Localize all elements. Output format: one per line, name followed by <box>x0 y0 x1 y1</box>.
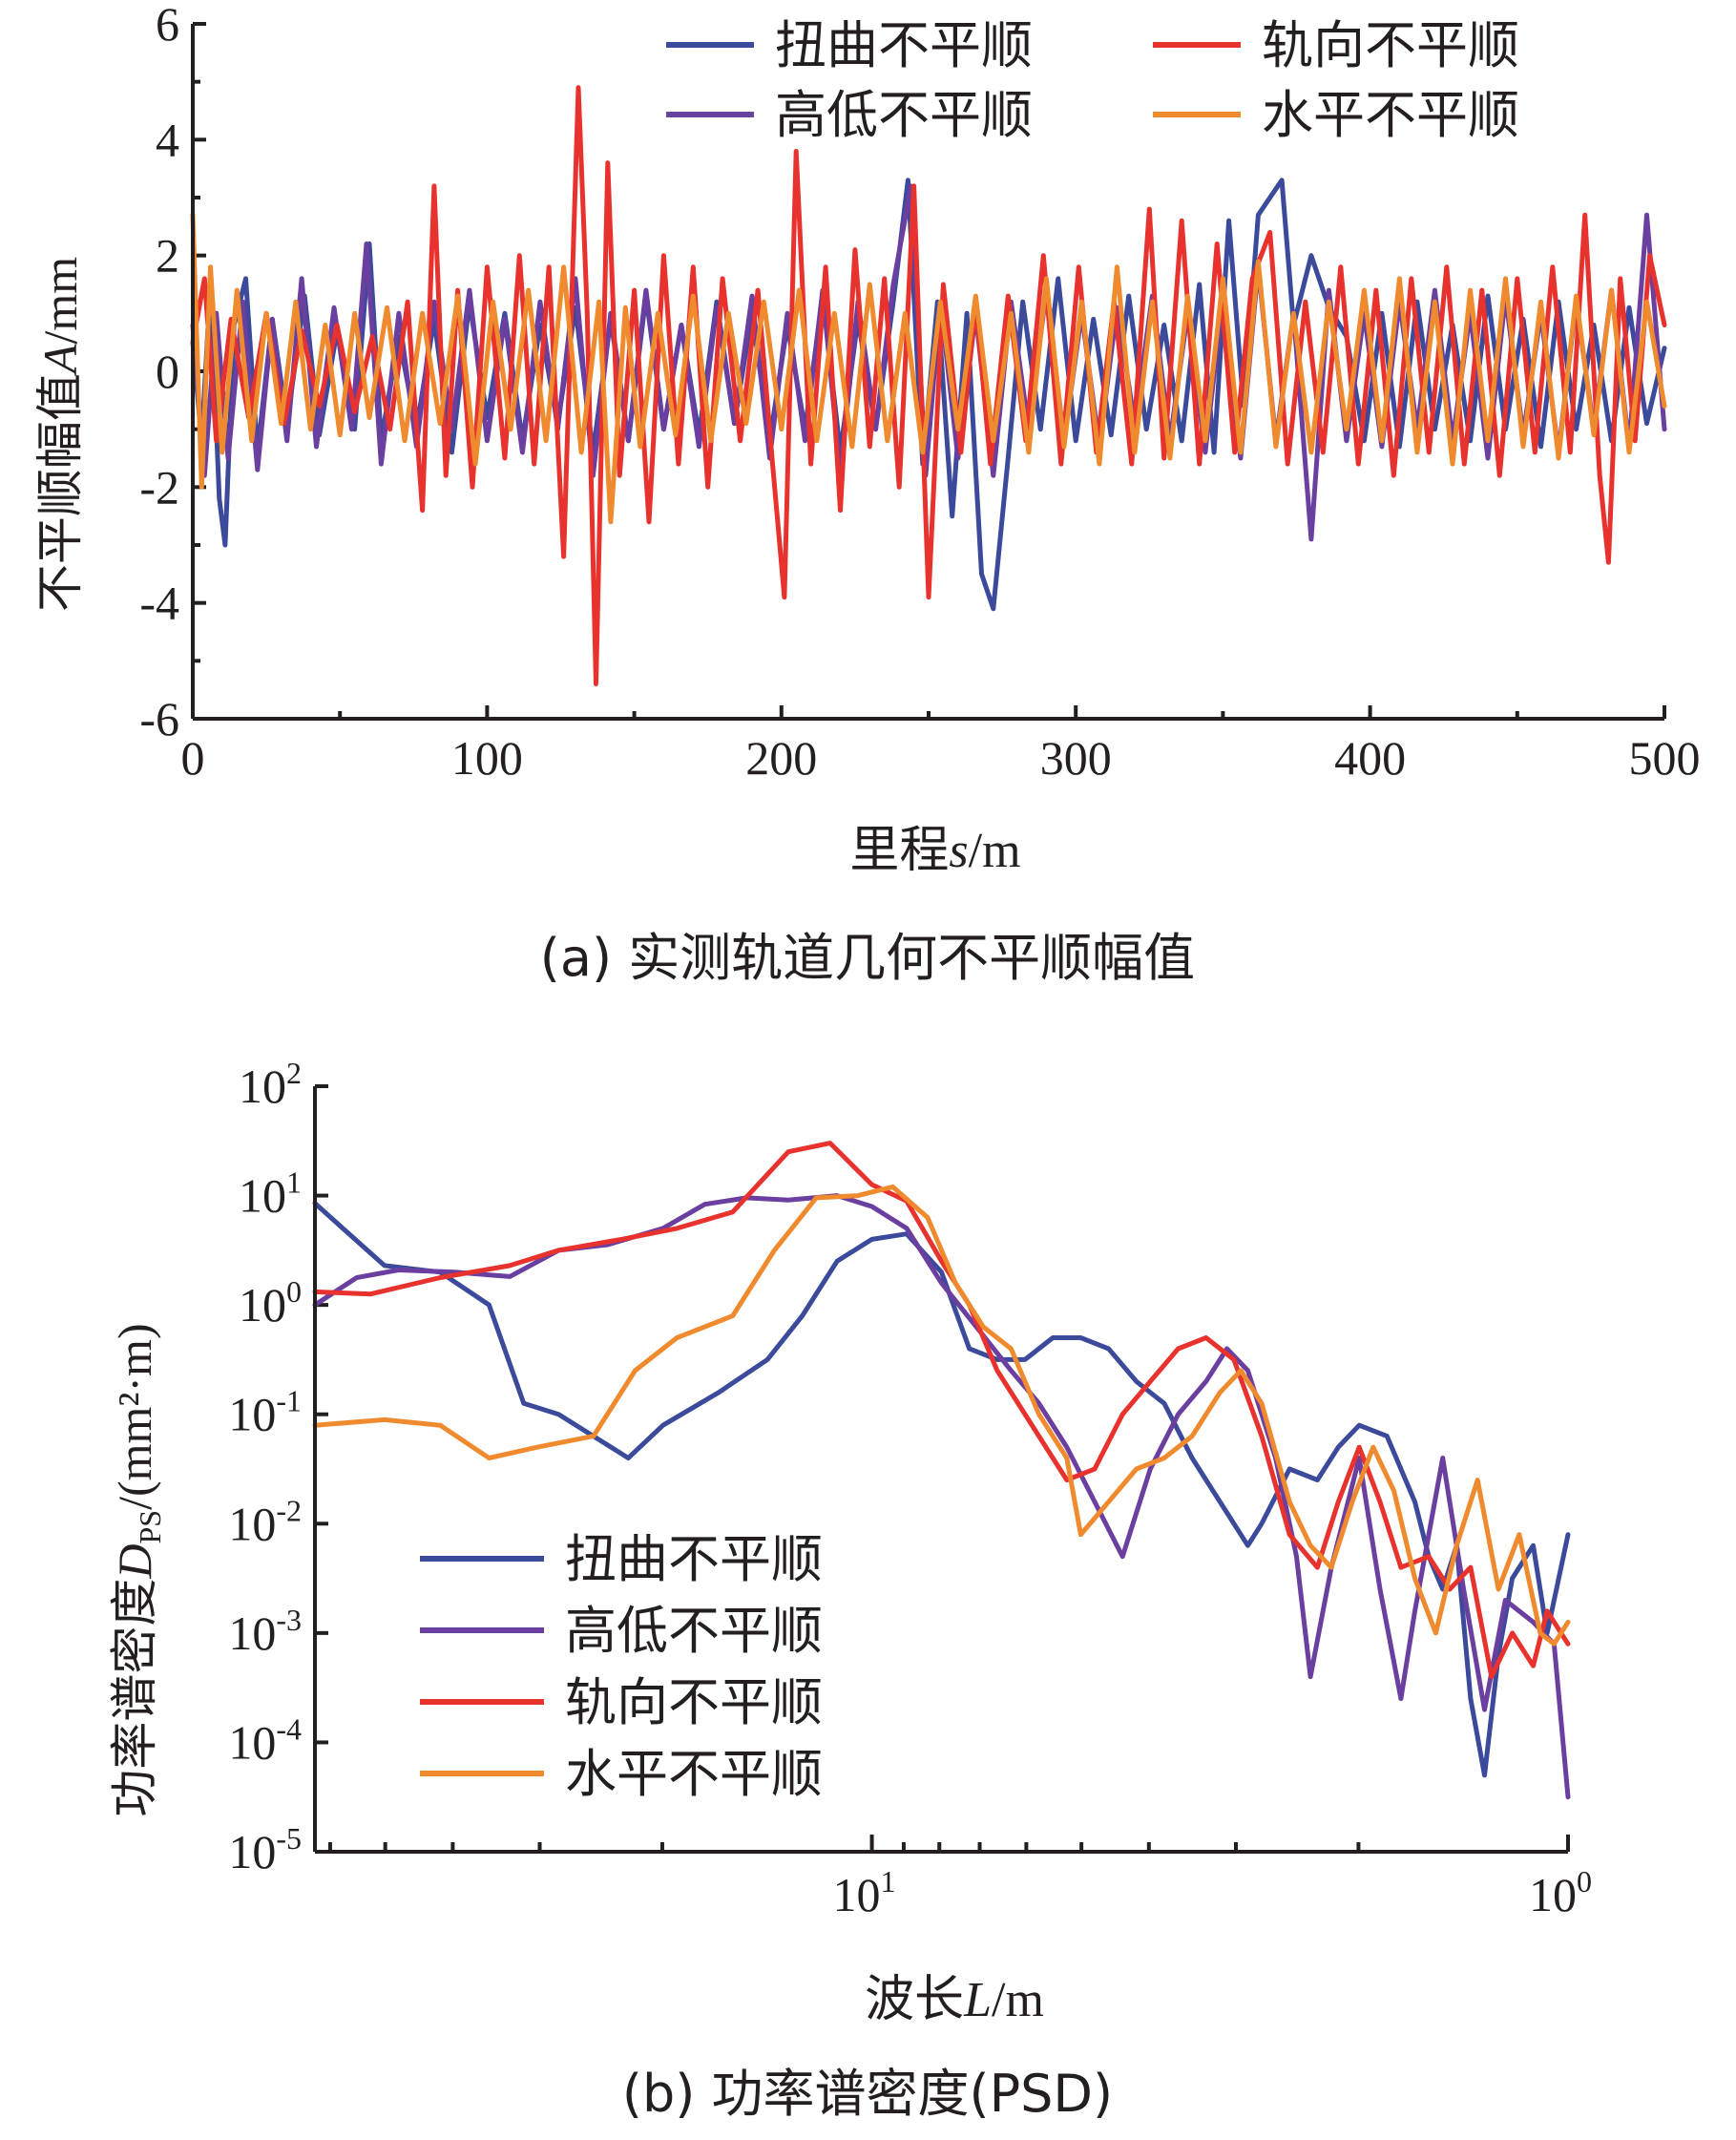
legend-b-label-torsion: 扭曲不平顺 <box>565 1529 823 1589</box>
panel-a-ytick-label: -6 <box>139 692 179 745</box>
panel-b-ytick-label: 100 <box>239 1274 302 1332</box>
panel-a-series-line-level <box>190 212 1667 525</box>
panel-a-xtick-label: 500 <box>1629 731 1701 785</box>
panel-a-xtick-label: 0 <box>181 731 205 785</box>
panel-a-xtick-label: 300 <box>1040 731 1112 785</box>
panel-a-series <box>190 85 1667 687</box>
panel-b-ticks: 102 101 100 10-1 10-2 10-3 10-4 10-5 101 100 <box>228 1056 1592 1921</box>
legend-b-label-level: 水平不平顺 <box>565 1744 823 1804</box>
panel-b-xlabel: 波长L/m <box>865 1971 1044 2028</box>
panel-a-caption: (a) 实测轨道几何不平顺幅值 <box>540 928 1195 988</box>
panel-b-ytick-label: 10-4 <box>228 1711 302 1769</box>
panel-b-ytick-label: 10-5 <box>228 1821 302 1878</box>
panel-b-caption: (b) 功率谱密度(PSD) <box>622 2064 1113 2124</box>
panel-a-ylabel-text: 不平顺幅值 <box>32 373 88 612</box>
panel-a-ylabel: 不平顺幅值A/mm <box>32 257 88 612</box>
panel-a-legend: 扭曲不平顺 轨向不平顺 高低不平顺 水平不平顺 <box>666 15 1519 145</box>
panel-b-xlabel-unit: /m <box>992 1973 1044 2027</box>
legend-a-label-vertical: 高低不平顺 <box>775 85 1033 145</box>
panel-a-ytick-label: 6 <box>156 0 179 51</box>
panel-a-ytick-label: 0 <box>156 345 179 398</box>
panel-b-xtick-label: 100 <box>1529 1864 1592 1921</box>
panel-b-axes <box>313 1086 1568 1854</box>
panel-a-ytick-label: -2 <box>139 460 179 514</box>
panel-b-xtick-label: 101 <box>833 1864 896 1921</box>
panel-b-ytick-label: 10-3 <box>228 1603 302 1660</box>
panel-a-xtick-label: 200 <box>745 731 817 785</box>
legend-b-label-vertical: 高低不平顺 <box>565 1601 823 1661</box>
panel-b-legend: 扭曲不平顺 高低不平顺 轨向不平顺 水平不平顺 <box>420 1529 823 1804</box>
panel-b-ytick-label: 101 <box>239 1165 302 1223</box>
panel-b-series-line-level <box>312 1184 1571 1647</box>
legend-b-label-lateral: 轨向不平顺 <box>565 1672 823 1732</box>
panel-b-series-line-torsion <box>312 1201 1571 1778</box>
panel-b-ylabel-unit: /(mm²·m) <box>108 1323 161 1510</box>
panel-b-ylabel-var: D <box>108 1544 161 1580</box>
panel-a-ylabel-unit: /mm <box>33 257 87 345</box>
panel-b-series <box>312 1141 1571 1800</box>
panel-a-ytick-label: 4 <box>156 113 179 166</box>
legend-a-label-lateral: 轨向不平顺 <box>1262 15 1519 75</box>
panel-b-psd: 102 101 100 10-1 10-2 10-3 10-4 10-5 101 100 功率谱密… <box>107 1056 1592 2124</box>
panel-a-ytick-label: -4 <box>139 577 179 630</box>
panel-b-ytick-label: 10-2 <box>228 1493 302 1550</box>
panel-a-axes <box>191 24 1664 721</box>
panel-a-xlabel: 里程s/m <box>849 822 1020 879</box>
panel-a-ylabel-var: A <box>33 344 87 376</box>
panel-b-xlabel-var: L <box>963 1973 992 2027</box>
panel-a-xlabel-text: 里程 <box>849 822 949 879</box>
panel-b-ylabel-sub: PS <box>133 1510 167 1544</box>
legend-a-label-torsion: 扭曲不平顺 <box>775 15 1033 75</box>
panel-a-series-line-lateral <box>190 85 1667 687</box>
panel-b-xlabel-text: 波长 <box>865 1971 964 2028</box>
legend-a-label-level: 水平不平顺 <box>1262 85 1519 145</box>
panel-b-ylabel-text: 功率谱密度 <box>107 1579 162 1817</box>
panel-b-ylabel: 功率谱密度DPS/(mm²·m) <box>107 1323 167 1816</box>
panel-b-ytick-label: 10-1 <box>228 1384 302 1441</box>
panel-b-ytick-label: 102 <box>239 1056 302 1113</box>
panel-a-xtick-label: 400 <box>1334 731 1406 785</box>
panel-a-xlabel-unit: /m <box>969 824 1021 878</box>
panel-a-ytick-label: 2 <box>156 229 179 283</box>
panel-a-xtick-label: 100 <box>451 731 523 785</box>
panel-a-xlabel-var: s <box>949 824 968 878</box>
